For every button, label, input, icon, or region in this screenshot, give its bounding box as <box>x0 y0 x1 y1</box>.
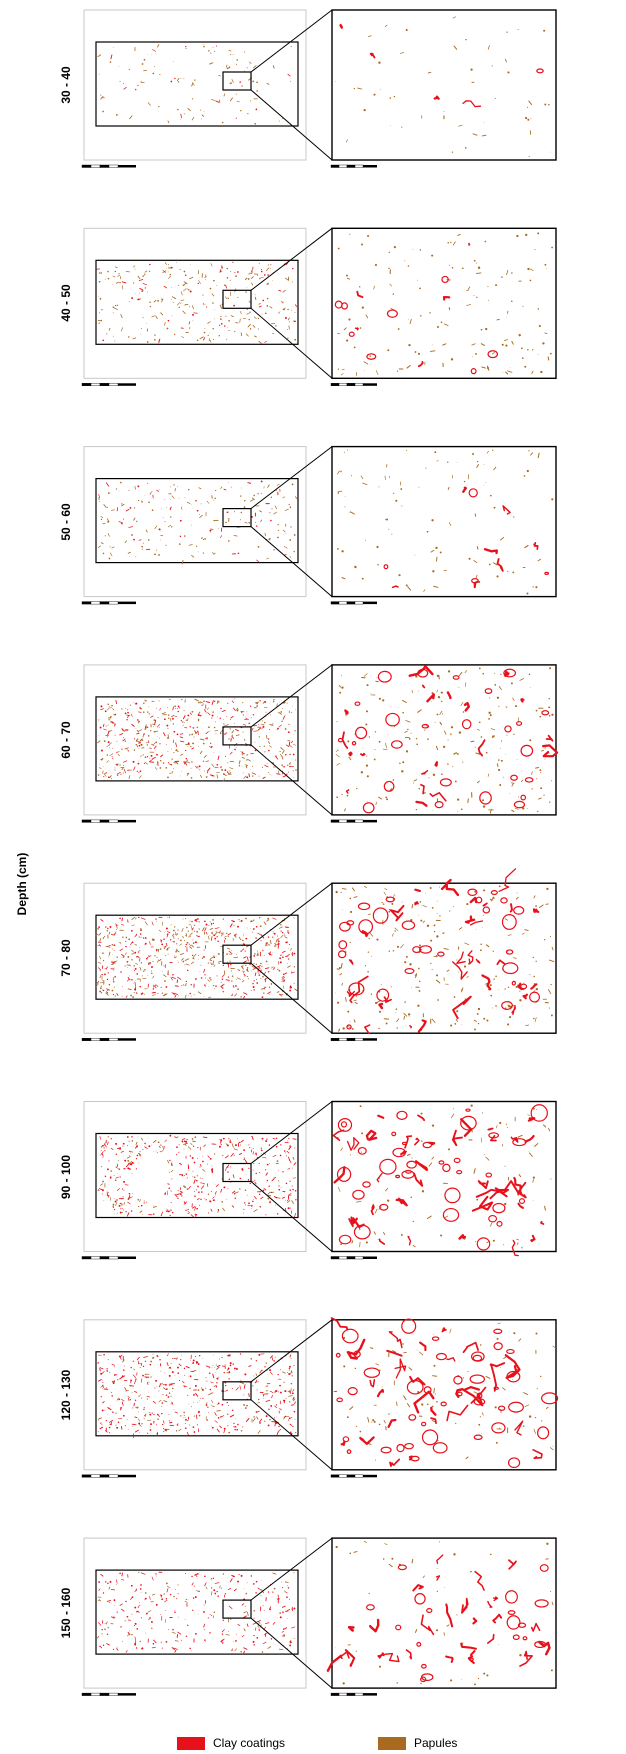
thin-section-texture <box>95 916 298 1000</box>
panel-8 <box>81 1537 557 1696</box>
scale-bar-overview <box>81 1037 136 1041</box>
zoom-texture <box>332 1104 552 1257</box>
zoom-selection-box <box>222 1599 252 1619</box>
zoom-panel <box>331 9 557 161</box>
scale-bar-overview <box>81 1256 136 1260</box>
scale-bar-zoom <box>330 1474 377 1478</box>
scale-bar-zoom <box>330 1037 377 1041</box>
zoom-panel <box>331 664 557 816</box>
thin-section-texture <box>97 698 297 782</box>
connector-line <box>250 1399 333 1471</box>
connector-line <box>250 664 333 728</box>
zoom-panel <box>331 1537 557 1689</box>
scale-bar-zoom <box>330 601 377 605</box>
thin-section-box <box>95 478 299 564</box>
zoom-selection-box <box>222 1381 252 1401</box>
zoom-texture <box>335 16 551 158</box>
scale-bar-zoom <box>330 1692 377 1696</box>
panel-5 <box>81 868 557 1041</box>
scale-bar-overview <box>81 1474 136 1478</box>
legend-swatch-papules <box>378 1736 406 1750</box>
thin-section-texture <box>97 1134 297 1218</box>
scale-bar-overview <box>81 601 136 605</box>
panel-1 <box>81 9 557 168</box>
depth-label: 90 - 100 <box>59 1154 73 1199</box>
scale-bar-zoom <box>330 1256 377 1260</box>
panel-2 <box>81 227 557 386</box>
connector-line <box>250 882 333 946</box>
connector-line <box>250 526 333 597</box>
thin-section-box <box>95 696 299 782</box>
connector-line <box>250 744 333 816</box>
zoom-texture <box>330 1317 559 1469</box>
zoom-selection-box <box>222 289 252 309</box>
zoom-panel <box>331 1319 557 1471</box>
legend-label-clay: Clay coatings <box>213 1736 286 1750</box>
connector-line <box>250 89 333 161</box>
panel-3 <box>81 445 557 605</box>
thin-section-box <box>95 914 299 1000</box>
zoom-panel <box>331 227 557 380</box>
zoom-selection-box <box>222 726 252 746</box>
zoom-selection-box <box>222 508 252 528</box>
thin-section-box <box>95 41 299 127</box>
connector-line <box>250 1319 333 1383</box>
depth-label: 60 - 70 <box>59 721 73 759</box>
depth-label: 120 - 130 <box>59 1369 73 1421</box>
thin-section-texture <box>96 1571 296 1655</box>
zoom-texture <box>335 868 555 1035</box>
connector-line <box>250 1101 333 1164</box>
panel-6 <box>81 1100 557 1260</box>
zoom-panel <box>331 445 557 598</box>
connector-line <box>250 1617 333 1689</box>
thin-section-texture <box>97 44 292 125</box>
zoom-selection-box <box>222 71 252 91</box>
connector-line <box>250 307 333 379</box>
panel-7 <box>81 1317 559 1478</box>
zoom-panel <box>331 882 557 1034</box>
depth-label: 150 - 160 <box>59 1587 73 1639</box>
depth-label: 50 - 60 <box>59 502 73 541</box>
panel-4 <box>81 664 559 823</box>
scale-bar-overview <box>81 819 136 823</box>
zoom-texture <box>335 665 559 814</box>
thin-section-texture <box>97 1353 297 1439</box>
zoom-panel <box>331 1100 557 1253</box>
thin-section-texture <box>98 480 298 565</box>
zoom-selection-box <box>222 1162 252 1183</box>
scale-bar-overview <box>81 164 136 168</box>
scale-bar-overview <box>81 383 136 386</box>
connector-line <box>250 227 333 291</box>
connector-line <box>250 962 333 1034</box>
pore <box>136 1151 168 1204</box>
zoom-selection-box <box>222 944 252 964</box>
legend-swatch-clay <box>177 1736 205 1750</box>
thin-section-texture <box>96 261 297 345</box>
zoom-texture <box>337 449 554 595</box>
zoom-texture <box>326 1540 554 1686</box>
depth-label: 70 - 80 <box>59 939 73 977</box>
depth-label: 40 - 50 <box>59 284 73 322</box>
zoom-texture <box>334 232 553 376</box>
legend-item-papules: Papules <box>378 1735 457 1751</box>
scale-bar-overview <box>81 1692 136 1696</box>
depth-label: 30 - 40 <box>59 66 73 104</box>
connector-line <box>250 446 333 509</box>
scale-bar-zoom <box>330 164 377 168</box>
scale-bar-zoom <box>330 383 377 386</box>
thin-section-box <box>95 1569 299 1655</box>
connector-line <box>250 1537 333 1601</box>
connector-line <box>250 1181 333 1252</box>
legend-label-papules: Papules <box>414 1736 458 1750</box>
scale-bar-zoom <box>330 819 377 823</box>
connector-line <box>250 9 333 73</box>
thin-section-box <box>95 259 299 345</box>
legend-item-clay: Clay coatings <box>177 1735 285 1751</box>
